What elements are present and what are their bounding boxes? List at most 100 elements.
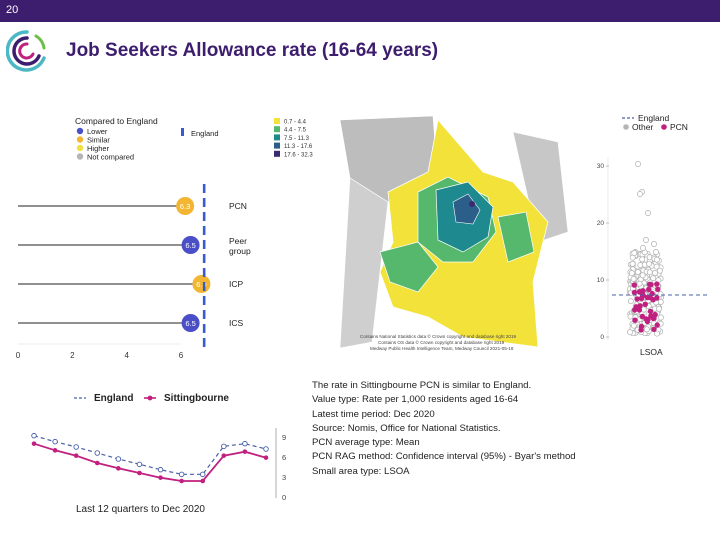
comparison-axis-tick: 4: [124, 351, 129, 360]
trend-point-england: [115, 456, 122, 462]
map-copyright-line: Contains National Statistics data © Crow…: [360, 333, 517, 339]
comparison-legend-mark: [76, 153, 84, 160]
lsoa-other-point: [643, 237, 649, 243]
trend-point-england: [136, 461, 143, 468]
trend-legend-local: Sittingbourne: [164, 393, 229, 404]
lsoa-other-point: [650, 275, 657, 282]
lsoa-other-point: [627, 298, 634, 305]
info-line: PCN average type: Mean: [312, 437, 420, 449]
comparison-axis-tick: 0: [16, 351, 21, 360]
trend-point-england: [73, 444, 79, 450]
comparison-value-marker: [181, 314, 200, 332]
lsoa-pcn-point: [654, 322, 660, 328]
page-title: Job Seekers Allowance rate (16-64 years): [66, 40, 439, 61]
lsoa-other-point: [643, 326, 650, 333]
lsoa-legend-other: Other: [632, 122, 653, 132]
trend-caption: Last 12 quarters to Dec 2020: [76, 504, 205, 515]
lsoa-other-point: [652, 270, 658, 276]
trend-point-sittingbourne: [158, 475, 163, 480]
lsoa-axis-tick: 10: [597, 277, 605, 284]
comparison-legend-mark: [76, 144, 84, 152]
lsoa-other-point: [627, 313, 634, 320]
trend-point-england: [221, 443, 227, 450]
lsoa-other-point: [653, 330, 660, 337]
lsoa-pcn-point: [646, 286, 652, 293]
lsoa-other-point: [639, 272, 646, 279]
trend-axis-tick: 0: [282, 493, 286, 502]
trend-point-england: [263, 446, 269, 452]
trend-line-sittingbourne: [33, 442, 267, 482]
lsoa-pcn-point: [644, 294, 651, 301]
lsoa-other-point: [653, 249, 659, 255]
lsoa-pcn-point: [637, 289, 643, 295]
comparison-chart: Compared to England LowerSimilarHigherNo…: [16, 116, 251, 360]
info-line: PCN RAG method: Confidence interval (95%…: [312, 451, 576, 463]
comparison-legend-england: England: [191, 129, 219, 138]
trend-point-sittingbourne: [221, 453, 227, 458]
lsoa-axis-tick: 20: [597, 220, 605, 227]
comparison-legend-label: Lower: [87, 127, 108, 136]
lsoa-other-point: [630, 275, 637, 282]
lsoa-other-point: [653, 263, 660, 270]
trend-point-sittingbourne: [200, 478, 206, 484]
lsoa-other-point: [637, 191, 643, 197]
map-legend-swatch: [274, 118, 280, 124]
trend-point-sittingbourne: [137, 470, 142, 476]
map-legend-swatch: [274, 142, 280, 149]
comparison-legend-england-mark: [181, 128, 184, 136]
lsoa-other-point: [631, 250, 638, 256]
lsoa-pcn-point: [631, 282, 637, 288]
info-line: The rate in Sittingbourne PCN is similar…: [312, 380, 532, 391]
map-region-medium: [497, 211, 535, 263]
comparison-row-label: Peer group: [229, 236, 251, 256]
lsoa-other-point: [657, 314, 664, 321]
map-copyright-line: Medway Public Health Intelligence Team, …: [370, 346, 514, 351]
lsoa-legend-pcn-mark: [661, 124, 667, 130]
lsoa-pcn-point: [655, 286, 661, 292]
lsoa-legend-england: England: [638, 113, 669, 123]
trend-axis-tick: 9: [282, 433, 286, 442]
trend-line-england: [33, 435, 267, 475]
trend-point-sittingbourne: [179, 478, 184, 484]
trend-point-sittingbourne: [94, 460, 100, 466]
map-legend-label: 0.7 - 4.4: [284, 120, 307, 126]
lsoa-chart: England Other PCN 30 20 10 0 LSOA: [597, 113, 708, 357]
map-copyright-line: Contains OS data © Crown copyright and d…: [378, 339, 505, 345]
lsoa-pcn-point: [631, 289, 638, 296]
lsoa-other-point: [636, 280, 643, 287]
comparison-value-label: 6.5: [185, 319, 195, 328]
lsoa-other-point: [651, 241, 657, 247]
comparison-axis-tick: 6: [179, 351, 184, 360]
lsoa-pcn-point: [647, 308, 654, 315]
lsoa-legend-pcn: PCN: [670, 122, 688, 132]
info-line: Small area type: LSOA: [312, 465, 410, 477]
comparison-value-label: 6.3: [180, 202, 190, 211]
comparison-axis-tick: 2: [70, 351, 75, 360]
map-surrounding-area: [339, 177, 389, 349]
map-highlight-point: [469, 201, 475, 207]
comparison-row-label: ICP: [229, 279, 244, 289]
map-region-medium: [379, 241, 439, 293]
lsoa-other-point: [646, 260, 653, 267]
lsoa-other-point: [656, 267, 663, 274]
lsoa-other-point: [656, 305, 662, 312]
lsoa-pcn-point: [642, 301, 648, 307]
lsoa-axis-tick: 30: [597, 163, 605, 170]
lsoa-other-point: [629, 260, 636, 267]
comparison-title: Compared to England: [75, 116, 158, 126]
trend-point-england: [242, 440, 248, 447]
map-legend-swatch: [274, 150, 280, 157]
trend-legend-england: England: [94, 393, 133, 404]
trend-point-sittingbourne: [116, 466, 121, 471]
lsoa-pcn-point: [634, 296, 640, 302]
map-legend-label: 11.3 - 17.6: [284, 144, 313, 150]
comparison-value-marker: [176, 197, 195, 215]
comparison-value-marker: [192, 275, 211, 293]
comparison-legend-mark: [76, 136, 84, 143]
trend-point-england: [178, 471, 185, 478]
trend-point-england: [94, 450, 101, 456]
trend-chart: England Sittingbourne 9 6 3 0 Last 12 quart…: [31, 393, 286, 515]
lsoa-pcn-point: [632, 317, 638, 323]
comparison-row-label: PCN: [229, 201, 247, 211]
trend-point-england: [157, 466, 164, 473]
